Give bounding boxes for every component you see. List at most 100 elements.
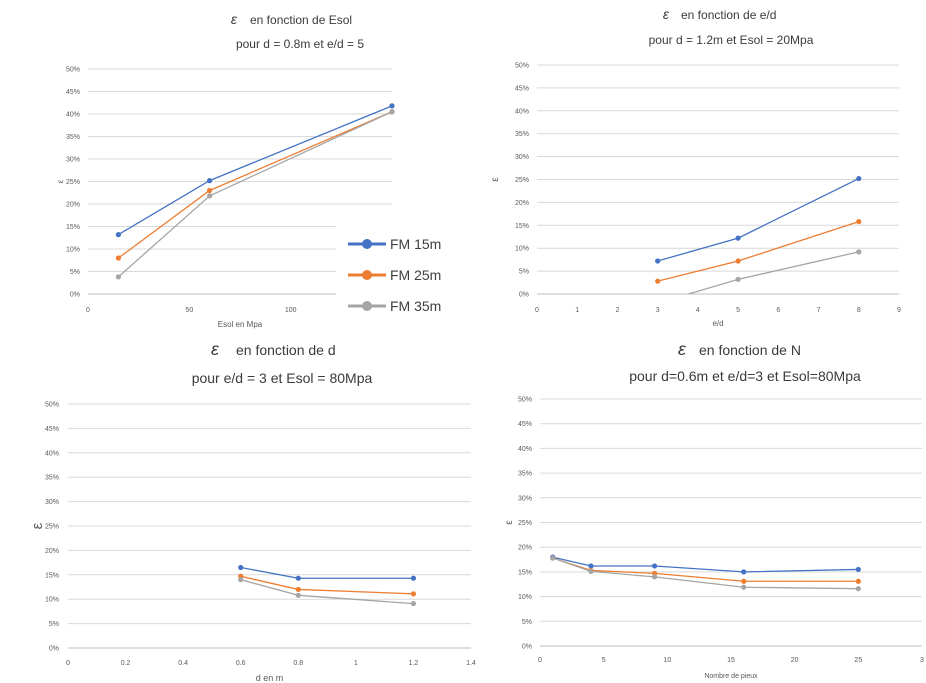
chart-1: 0%5%10%15%20%25%30%35%40%45%50%050100150… (56, 11, 458, 329)
x-axis-label: d en m (256, 673, 284, 683)
x-tick-label: 0 (86, 307, 90, 314)
data-point (238, 564, 244, 571)
data-point (855, 578, 861, 584)
x-tick-label: 5 (736, 307, 740, 314)
y-tick-label: 50% (515, 63, 529, 70)
x-tick-label: 4 (696, 307, 700, 314)
data-point (295, 592, 301, 598)
y-tick-label: 15% (66, 224, 80, 231)
x-tick-label: 8 (857, 307, 861, 314)
chart-title: en fonction de N (699, 342, 801, 358)
y-tick-label: 0% (519, 292, 529, 299)
y-tick-label: 35% (66, 134, 80, 141)
data-point (389, 103, 395, 109)
y-tick-label: 20% (66, 202, 80, 209)
y-axis-label: ε (490, 177, 501, 182)
series-line-fm-35m (686, 251, 859, 294)
legend-entry: FM 35m (390, 298, 441, 314)
data-point (115, 232, 121, 238)
y-axis-label: ε (56, 179, 65, 183)
legend-marker (362, 301, 372, 311)
y-tick-label: 15% (45, 572, 59, 579)
y-tick-label: 30% (45, 499, 59, 506)
x-tick-label: 0.2 (121, 660, 131, 667)
series-line-fm-25m (657, 221, 859, 282)
data-point (855, 586, 861, 592)
y-tick-label: 30% (518, 495, 532, 502)
data-point (115, 274, 121, 280)
x-tick-label: 50 (185, 307, 193, 314)
legend-marker (362, 270, 372, 280)
y-tick-label: 50% (518, 397, 532, 404)
chart-3: 0% 5% 10% 15% 20% 25% 30% 35% 40% 45% 50% 0 0.2 0.4 0.… (29, 339, 476, 683)
chart-subtitle: pour d = 0.8m et e/d = 5 (236, 37, 364, 51)
data-point (410, 600, 417, 607)
data-point (295, 586, 301, 593)
chart-subtitle: pour d=0.6m et e/d=3 et Esol=80Mpa (629, 368, 861, 384)
data-point (856, 219, 862, 225)
data-point (389, 109, 395, 115)
y-tick-label: 20% (515, 200, 529, 207)
y-tick-label: 45% (45, 426, 59, 433)
y-tick-label: 45% (66, 89, 80, 96)
x-tick-label: 15 (727, 657, 735, 664)
chart-title-symbol: ε (678, 339, 687, 359)
y-tick-label: 35% (518, 471, 532, 478)
y-tick-label: 30% (515, 154, 529, 161)
x-axis-label: Nombre de pieux (704, 673, 758, 680)
x-tick-label: 25 (854, 657, 862, 664)
series-line-fm-15m (552, 556, 859, 573)
chart-title-symbol: ε (663, 6, 670, 22)
x-tick-label: 1.4 (466, 660, 476, 667)
y-tick-label: 25% (45, 524, 59, 531)
y-tick-label: 30% (66, 157, 80, 164)
x-tick-label: 0.6 (236, 660, 246, 667)
y-tick-label: 40% (515, 108, 529, 115)
legend-entry: FM 15m (390, 236, 441, 252)
data-point (652, 563, 658, 569)
data-point (207, 178, 213, 184)
data-point (652, 574, 658, 580)
x-tick-label: 0 (538, 657, 542, 664)
y-tick-label: 40% (518, 446, 532, 453)
legend: FM 15m FM 25m FM 35m (336, 218, 458, 322)
y-tick-label: 15% (515, 223, 529, 230)
data-point (655, 278, 661, 284)
data-point (856, 249, 862, 255)
x-tick-label: 100 (285, 307, 297, 314)
series-line-fm-35m (552, 557, 859, 590)
y-tick-label: 10% (515, 246, 529, 253)
y-tick-label: 25% (515, 177, 529, 184)
x-tick-label: 3 (920, 657, 924, 664)
y-tick-label: 0% (70, 292, 80, 299)
data-point (655, 258, 661, 264)
data-point (115, 255, 121, 261)
y-tick-label: 25% (66, 179, 80, 186)
y-tick-label: 50% (66, 67, 80, 74)
chart-subtitle: pour e/d = 3 et Esol = 80Mpa (192, 370, 373, 386)
x-axis-label: e/d (712, 319, 723, 328)
x-tick-label: 2 (615, 307, 619, 314)
data-point (741, 584, 747, 590)
series-line-fm-15m (240, 566, 414, 579)
chart-title: en fonction de Esol (250, 13, 352, 27)
y-tick-label: 0% (49, 646, 59, 653)
y-tick-label: 35% (45, 475, 59, 482)
data-point (410, 591, 417, 597)
y-tick-label: 10% (45, 597, 59, 604)
y-tick-label: 10% (66, 247, 80, 254)
x-tick-label: 0 (535, 307, 539, 314)
x-tick-label: 0 (66, 660, 70, 667)
y-tick-label: 20% (518, 545, 532, 552)
data-point (410, 575, 417, 581)
y-tick-label: 10% (518, 594, 532, 601)
chart-title: en fonction de d (236, 342, 336, 358)
x-axis-label: Esol en Mpa (218, 320, 263, 329)
data-point (855, 566, 861, 573)
x-tick-label: 1 (575, 307, 579, 314)
y-tick-label: 40% (45, 450, 59, 457)
x-tick-label: 1.2 (409, 660, 419, 667)
data-point (295, 575, 301, 581)
chart-title-symbol: ε (211, 339, 220, 359)
legend-marker (362, 239, 372, 249)
